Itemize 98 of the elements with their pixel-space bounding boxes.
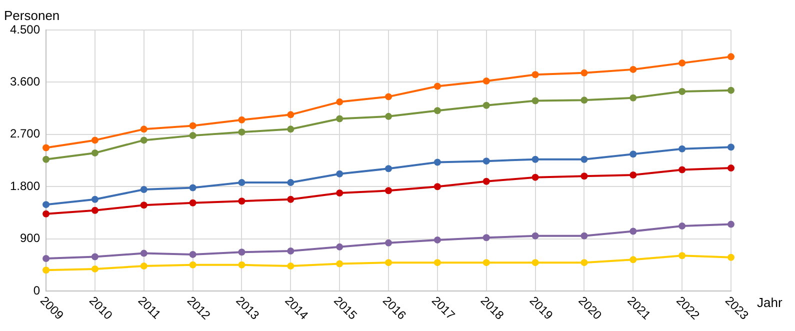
y-tick-label: 0 [33, 283, 40, 298]
point [91, 206, 98, 214]
point [287, 247, 294, 254]
point [728, 220, 734, 228]
point [336, 115, 344, 122]
point [580, 156, 588, 163]
point [532, 174, 539, 181]
point [678, 252, 686, 260]
point [336, 260, 344, 268]
point [238, 128, 246, 136]
point [385, 187, 392, 194]
point [678, 166, 686, 174]
point [728, 86, 734, 94]
point [140, 262, 148, 270]
y-tick-label: 4.500 [10, 22, 40, 36]
point [189, 250, 196, 258]
point [434, 158, 441, 166]
point [532, 156, 539, 163]
point [482, 234, 490, 242]
point [482, 102, 490, 109]
point [580, 96, 588, 104]
point [385, 112, 392, 120]
point [42, 255, 50, 262]
point [238, 198, 246, 205]
point [434, 183, 441, 190]
point [385, 259, 392, 266]
point [42, 201, 50, 208]
point [630, 66, 637, 73]
point [287, 196, 294, 203]
y-tick-label: 1.800 [10, 178, 40, 193]
point [728, 164, 734, 172]
point [238, 116, 246, 124]
point [580, 232, 588, 240]
point [385, 93, 392, 100]
point [336, 98, 344, 106]
point [678, 88, 686, 95]
point [238, 179, 246, 186]
point [630, 228, 637, 235]
point [140, 126, 148, 133]
point [482, 158, 490, 165]
point [580, 172, 588, 180]
point [728, 254, 734, 261]
point [434, 82, 441, 90]
point [238, 261, 246, 268]
point [630, 150, 637, 158]
point [42, 210, 50, 218]
point [91, 196, 98, 203]
point [189, 122, 196, 130]
point [678, 145, 686, 152]
point [189, 184, 196, 192]
point [434, 107, 441, 114]
point [189, 132, 196, 140]
point [140, 250, 148, 257]
point [336, 170, 344, 178]
point [287, 262, 294, 270]
y-axis-title: Personen [4, 8, 60, 23]
point [189, 199, 196, 206]
point [91, 265, 98, 272]
point [580, 259, 588, 266]
point [385, 165, 392, 172]
point [42, 156, 50, 163]
point [482, 259, 490, 266]
point [532, 97, 539, 104]
point [630, 256, 637, 264]
point [482, 78, 490, 85]
point [140, 136, 148, 144]
x-axis-title: Jahr [757, 295, 783, 310]
y-tick-label: 900 [20, 231, 40, 246]
point [42, 266, 50, 274]
point [91, 136, 98, 144]
point [630, 94, 637, 102]
point [336, 243, 344, 250]
point [728, 53, 734, 60]
point [287, 179, 294, 186]
point [482, 178, 490, 185]
point [580, 69, 588, 76]
point [678, 60, 686, 67]
point [434, 259, 441, 266]
point [42, 144, 50, 152]
point [287, 111, 294, 118]
point [532, 232, 539, 240]
y-tick-label: 2.700 [10, 126, 40, 141]
point [238, 248, 246, 256]
point [287, 126, 294, 133]
point [678, 222, 686, 230]
point [532, 259, 539, 266]
point [630, 172, 637, 178]
point [140, 202, 148, 209]
point [336, 189, 344, 196]
point [140, 186, 148, 193]
point [728, 144, 734, 151]
y-tick-label: 3.600 [10, 74, 40, 89]
point [91, 149, 98, 156]
point [189, 261, 196, 268]
point [434, 236, 441, 244]
point [385, 239, 392, 246]
point [532, 71, 539, 78]
point [91, 253, 98, 260]
